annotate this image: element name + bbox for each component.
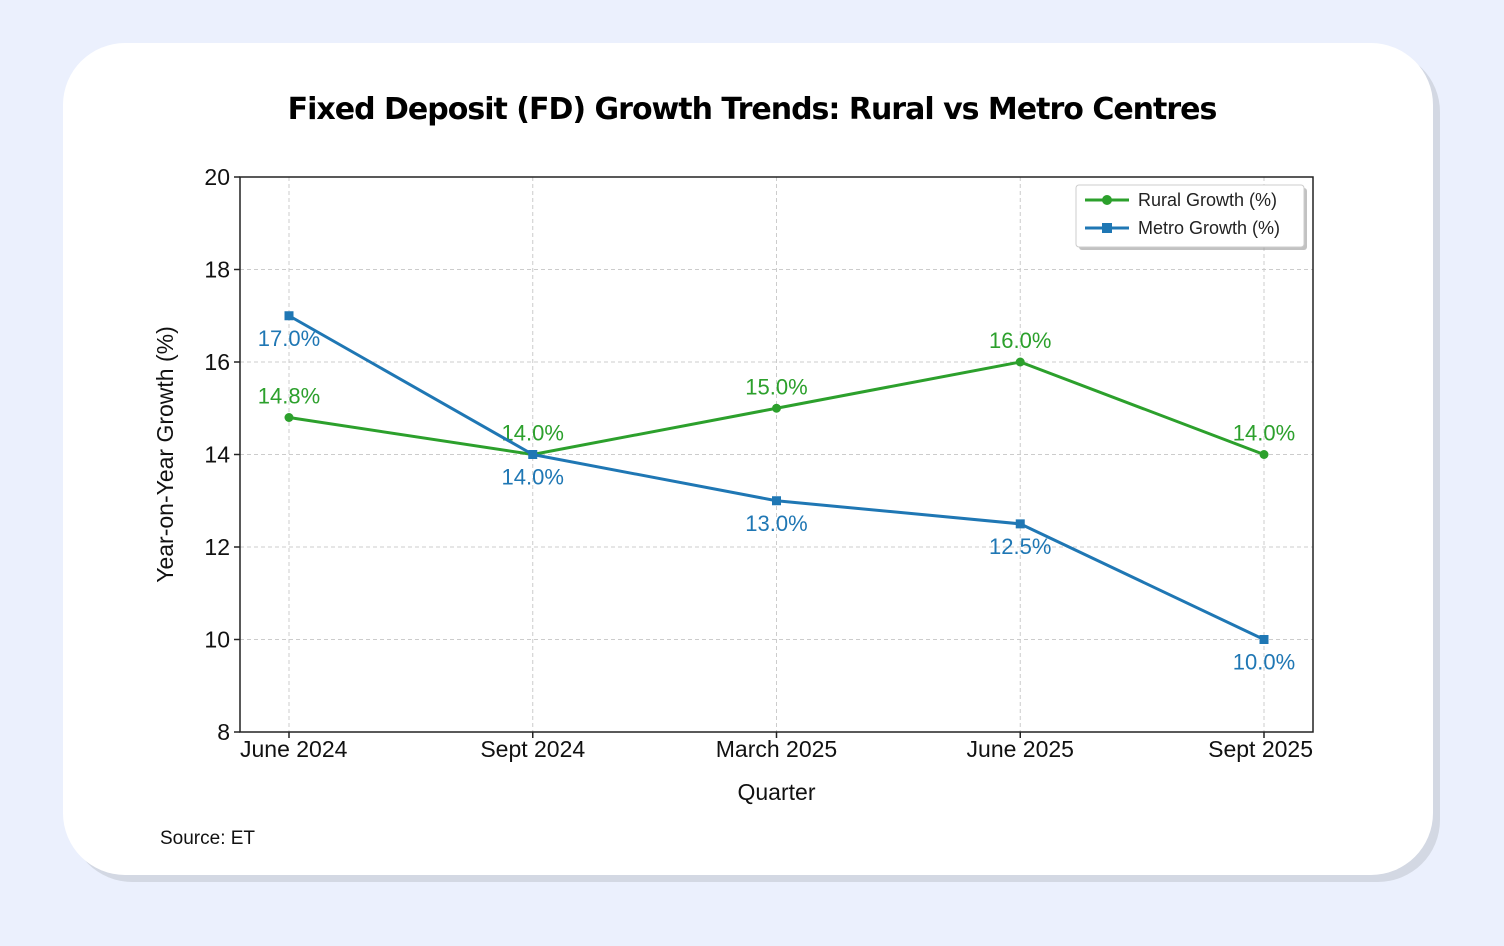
data-label: 16.0% <box>989 328 1051 353</box>
data-point <box>1259 635 1269 644</box>
chart-card <box>63 43 1433 875</box>
legend-marker-circle-icon <box>1102 195 1112 205</box>
data-label: 15.0% <box>745 374 807 399</box>
data-point <box>284 311 294 321</box>
data-point <box>528 450 538 459</box>
series-metro: 17.0% 14.0% 13.0% 12.5% 10.0% <box>258 311 1295 675</box>
legend-label: Rural Growth (%) <box>1138 190 1277 210</box>
y-tick-label: 18 <box>204 257 230 283</box>
y-tick-label: 12 <box>204 534 230 560</box>
y-axis-ticks: 8 10 12 14 16 18 20 <box>204 164 240 745</box>
source-note: Source: ET <box>160 828 256 849</box>
data-label: 14.8% <box>258 384 320 409</box>
legend-item: Metro Growth (%) <box>1085 218 1280 238</box>
legend-box <box>1075 184 1305 248</box>
data-label: 10.0% <box>1233 650 1295 675</box>
data-point <box>772 496 781 506</box>
data-point <box>1015 357 1025 367</box>
y-tick-label: 20 <box>204 164 230 190</box>
legend-label: Metro Growth (%) <box>1138 218 1280 238</box>
y-tick-label: 14 <box>204 442 230 468</box>
y-tick-label: 16 <box>204 349 230 375</box>
data-label: 13.0% <box>745 511 807 536</box>
data-label: 14.0% <box>502 465 564 490</box>
legend-marker-square-icon <box>1102 223 1112 233</box>
y-tick-label: 8 <box>217 719 230 745</box>
data-point <box>1259 450 1269 459</box>
series: 14.8% 14.0% 15.0% 16.0% 14.0%17.0% 14.0% 13.0%… <box>258 311 1295 675</box>
data-label: 17.0% <box>258 326 320 351</box>
data-point <box>772 403 781 413</box>
y-axis-label: Year-on-Year Growth (%) <box>152 326 178 583</box>
x-tick-label: June 2025 <box>967 736 1074 762</box>
series-rural: 14.8%14.0%15.0%16.0%14.0% <box>258 328 1295 459</box>
grid <box>240 177 1313 732</box>
legend: Rural Growth (%) Metro Growth (%) <box>1075 184 1307 250</box>
x-tick-label: Sept 2024 <box>480 736 585 762</box>
x-axis-label: Quarter <box>738 779 816 805</box>
x-tick-label: Sept 2025 <box>1208 736 1313 762</box>
data-point <box>1015 519 1025 529</box>
x-tick-label: June 2024 <box>240 736 348 762</box>
chart-title: Fixed Deposit (FD) Growth Trends: Rural … <box>287 92 1218 127</box>
data-label: 12.5% <box>989 534 1051 559</box>
data-point <box>284 413 294 422</box>
data-label: 14.0% <box>1233 421 1295 446</box>
legend-item: Rural Growth (%) <box>1085 190 1277 210</box>
x-axis-ticks: June 2024 Sept 2024 March 2025 June 2025 Sep… <box>240 732 1313 762</box>
x-tick-label: March 2025 <box>716 736 837 762</box>
y-tick-label: 10 <box>204 627 230 653</box>
